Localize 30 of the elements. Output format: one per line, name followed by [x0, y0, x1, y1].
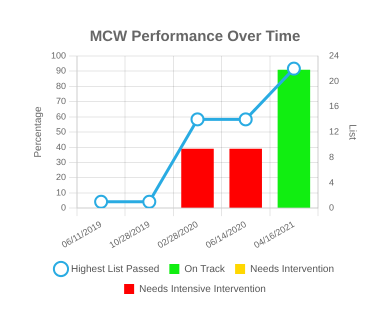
y-tick-label: 10	[56, 187, 66, 198]
y-tick-label: 50	[56, 126, 66, 137]
point	[94, 194, 108, 208]
y-tick-label: 40	[56, 142, 66, 152]
y-tick-label: 60	[56, 111, 66, 122]
y2-tick-label: 24	[328, 50, 340, 60]
legend-label: Needs Intensive Intervention	[139, 284, 266, 295]
y-tick-label: 20	[56, 172, 66, 182]
point	[286, 62, 301, 76]
y2-tick-label: 4	[328, 177, 334, 188]
y-tick-label: 90	[56, 66, 66, 76]
legend-label: Needs Intervention	[250, 264, 334, 275]
y-axis-title: Percentage	[32, 106, 44, 158]
y2-tick-label: 20	[328, 76, 340, 86]
y-tick-label: 100	[50, 50, 66, 60]
y2-tick-label: 12	[328, 126, 340, 137]
point	[142, 194, 156, 208]
y-tick-label: 80	[56, 80, 66, 91]
chart-title: MCW Performance Over Time	[90, 28, 300, 46]
y-tick-label: 70	[56, 96, 66, 106]
y2-tick-label: 0	[328, 202, 334, 213]
legend-label: On Track	[184, 264, 226, 275]
point	[190, 112, 205, 126]
point	[238, 112, 253, 126]
y2-axis-title: List	[346, 124, 358, 140]
y-tick-label: 0	[61, 202, 66, 213]
y2-tick-label: 16	[328, 101, 340, 112]
y-tick-label: 30	[56, 156, 66, 167]
legend-label: Highest List Passed	[70, 264, 160, 275]
y2-tick-label: 8	[328, 152, 334, 162]
